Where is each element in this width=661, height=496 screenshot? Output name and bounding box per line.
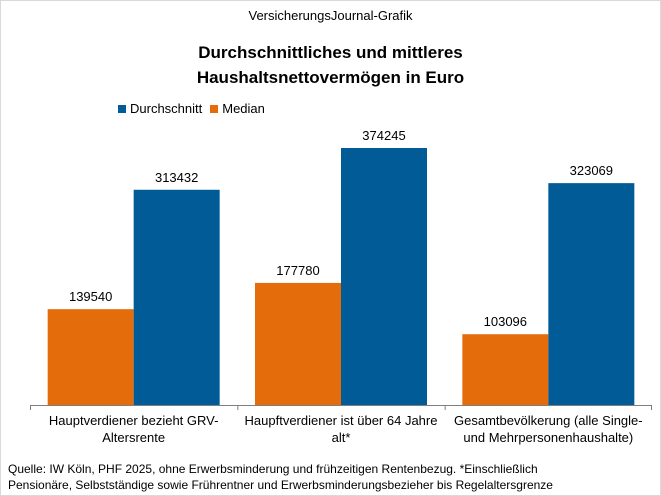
chart-title-line-2: Haushaltsnettovermögen in Euro [196, 68, 465, 87]
data-label-median-2: 177780 [276, 263, 319, 278]
chart-title-line-1: Durchschnittliches und mittleres [198, 43, 463, 62]
category-label-1-line-2: Altersrente [102, 430, 165, 445]
category-label-2-line-2: alt* [332, 430, 351, 445]
data-label-durchschnitt-1: 313432 [155, 170, 198, 185]
category-label-1-line-1: Hauptverdiener bezieht GRV- [49, 413, 219, 428]
legend-swatch-median [210, 104, 219, 113]
category-label-2-line-1: Haupftverdiener ist über 64 Jahre [245, 413, 438, 428]
bar-median-1 [47, 309, 134, 405]
data-label-durchschnitt-2: 374245 [362, 128, 405, 143]
source-title: VersicherungsJournal-Grafik [248, 8, 413, 23]
footnote-line-1: Quelle: IW Köln, PHF 2025, ohne Erwerbsm… [8, 462, 538, 476]
category-label-3-line-2: und Mehrpersonenhaushalte) [463, 430, 633, 445]
data-label-median-1: 139540 [69, 289, 112, 304]
chart-title: Durchschnittliches und mittleres Haushal… [0, 40, 661, 90]
legend-item-median: Median [210, 101, 265, 116]
bar-durchschnitt-1 [133, 189, 220, 405]
legend-label-median: Median [222, 101, 265, 116]
footnote: Quelle: IW Köln, PHF 2025, ohne Erwerbsm… [8, 461, 658, 493]
legend: Durchschnitt Median [118, 101, 273, 116]
bar-median-2 [255, 282, 341, 405]
bar-median-3 [462, 334, 549, 405]
legend-swatch-durchschnitt [118, 104, 126, 113]
legend-label-durchschnitt: Durchschnitt [130, 101, 203, 116]
bar-durchschnitt-2 [341, 148, 427, 405]
category-label-3-line-1: Gesamtbevölkerung (alle Single- [454, 413, 643, 428]
data-label-durchschnitt-3: 323069 [570, 163, 613, 178]
bar-durchschnitt-3 [548, 183, 635, 405]
data-label-median-3: 103096 [484, 314, 527, 329]
footnote-line-2: Pensionäre, Selbstständige sowie Frühren… [8, 478, 553, 492]
legend-item-durchschnitt: Durchschnitt [118, 101, 202, 116]
